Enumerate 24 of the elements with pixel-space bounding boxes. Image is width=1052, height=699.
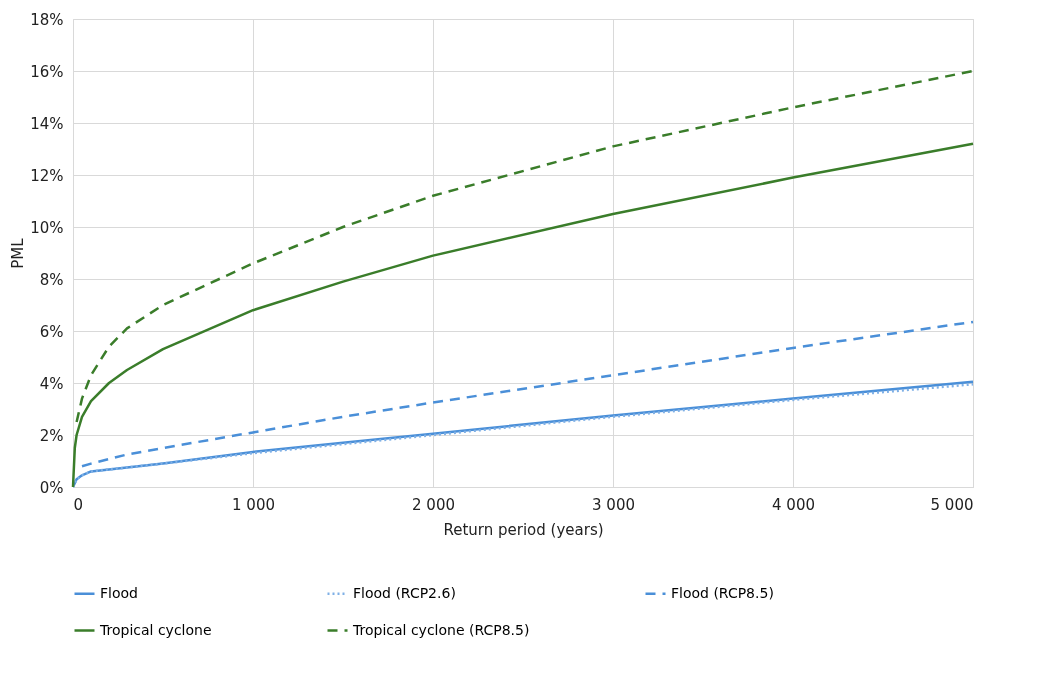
y-tick-label: 6%	[39, 322, 64, 341]
legend-label: Tropical cyclone (RCP8.5)	[352, 621, 530, 638]
legend-label: Tropical cyclone	[99, 621, 212, 638]
x-tick-label: 1 000	[232, 495, 275, 514]
x-tick-label: 4 000	[772, 495, 815, 514]
x-tick-label: 0	[73, 495, 84, 514]
line-series	[80, 320, 975, 468]
y-axis-title: PML	[9, 237, 28, 269]
y-tick-label: 16%	[30, 62, 64, 81]
legend-label: Flood (RCP8.5)	[671, 584, 774, 601]
y-tick-label: 14%	[30, 114, 64, 133]
y-tick-label: 8%	[39, 270, 64, 289]
x-tick-label: 2 000	[412, 495, 455, 514]
y-tick-label: 4%	[39, 374, 64, 393]
x-tick-label: 3 000	[592, 495, 635, 514]
x-axis-title: Return period (years)	[443, 520, 604, 539]
y-tick-label: 10%	[30, 218, 64, 237]
legend-label: Flood	[100, 584, 138, 601]
y-tick-label: 12%	[30, 166, 64, 185]
x-tick-label: 5 000	[930, 495, 974, 514]
y-tick-label: 0%	[39, 478, 64, 497]
y-tick-label: 2%	[39, 426, 64, 445]
legend-label: Flood (RCP2.6)	[353, 584, 456, 601]
y-tick-label: 18%	[30, 10, 64, 29]
